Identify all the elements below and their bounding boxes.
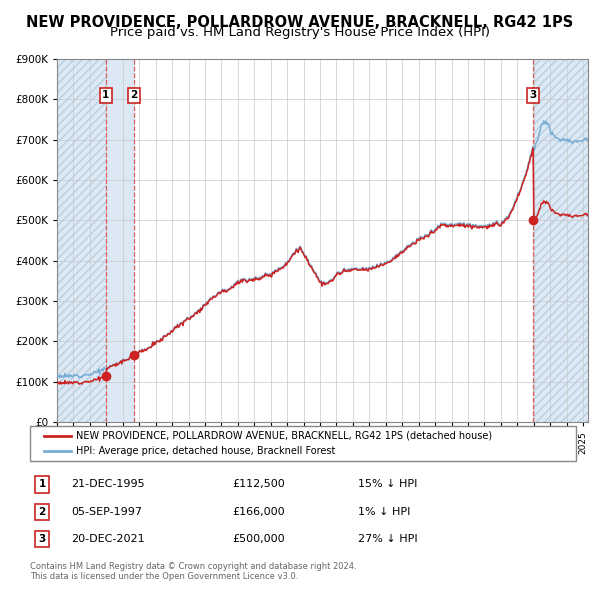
Text: 2: 2: [130, 90, 137, 100]
Text: 15% ↓ HPI: 15% ↓ HPI: [358, 480, 417, 489]
Text: 20-DEC-2021: 20-DEC-2021: [71, 535, 145, 544]
Text: 27% ↓ HPI: 27% ↓ HPI: [358, 535, 417, 544]
Text: 2: 2: [38, 507, 46, 517]
Text: 3: 3: [530, 90, 537, 100]
Text: NEW PROVIDENCE, POLLARDROW AVENUE, BRACKNELL, RG42 1PS: NEW PROVIDENCE, POLLARDROW AVENUE, BRACK…: [26, 15, 574, 30]
Bar: [106, 59, 134, 422]
Text: £112,500: £112,500: [232, 480, 285, 489]
Bar: [57, 59, 106, 422]
Text: 05-SEP-1997: 05-SEP-1997: [71, 507, 142, 517]
Bar: [533, 59, 588, 422]
Text: NEW PROVIDENCE, POLLARDROW AVENUE, BRACKNELL, RG42 1PS (detached house): NEW PROVIDENCE, POLLARDROW AVENUE, BRACK…: [76, 431, 493, 441]
Text: 21-DEC-1995: 21-DEC-1995: [71, 480, 145, 489]
Text: 1: 1: [102, 90, 109, 100]
Text: Contains HM Land Registry data © Crown copyright and database right 2024.
This d: Contains HM Land Registry data © Crown c…: [30, 562, 356, 581]
Text: 1% ↓ HPI: 1% ↓ HPI: [358, 507, 410, 517]
Text: 3: 3: [38, 535, 46, 544]
Text: £166,000: £166,000: [232, 507, 284, 517]
Text: 1: 1: [38, 480, 46, 489]
Text: HPI: Average price, detached house, Bracknell Forest: HPI: Average price, detached house, Brac…: [76, 447, 336, 457]
Text: Price paid vs. HM Land Registry's House Price Index (HPI): Price paid vs. HM Land Registry's House …: [110, 26, 490, 39]
Text: £500,000: £500,000: [232, 535, 284, 544]
